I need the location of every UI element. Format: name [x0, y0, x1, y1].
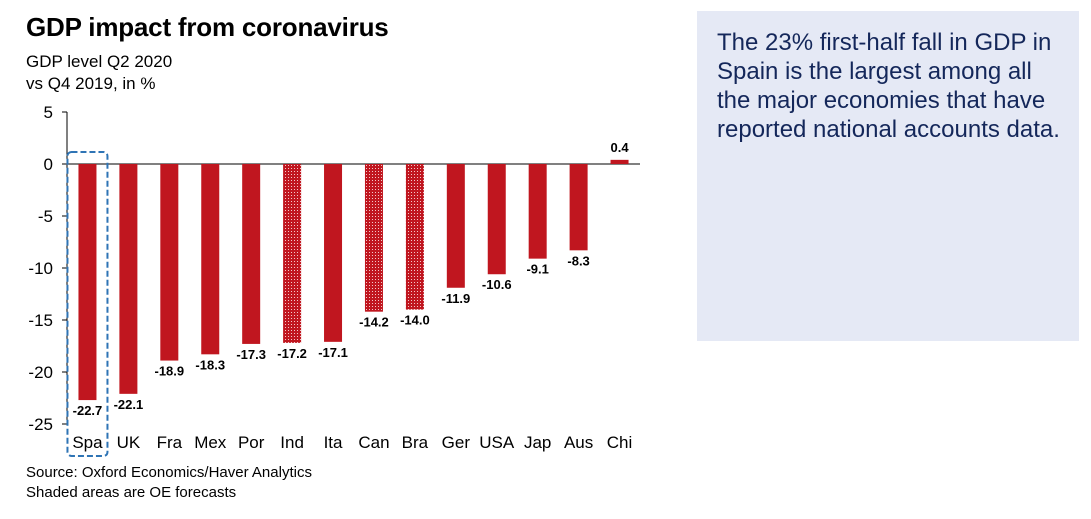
value-label-ind: -17.2 — [277, 346, 307, 361]
value-label-fra: -18.9 — [155, 364, 185, 379]
bar-chi — [610, 159, 629, 164]
bar-mex — [201, 164, 220, 355]
category-label-chi: Chi — [607, 433, 633, 452]
bar-spa — [78, 164, 97, 401]
callout-box: The 23% first-half fall in GDP in Spain … — [697, 11, 1079, 341]
y-tick-label: -15 — [28, 311, 53, 330]
category-label-fra: Fra — [157, 433, 183, 452]
bar-usa — [487, 164, 506, 275]
chart-footer: Source: Oxford Economics/Haver Analytics… — [26, 463, 312, 503]
category-label-usa: USA — [479, 433, 515, 452]
value-label-jap: -9.1 — [526, 262, 548, 277]
value-label-usa: -10.6 — [482, 277, 512, 292]
y-tick-label: 5 — [44, 103, 53, 122]
bar-chart: 5 0 -5 -10 -15 -20 -25 -22.7 -22.1 -18.9 -18.3 -17… — [28, 103, 640, 457]
value-label-por: -17.3 — [236, 347, 266, 362]
category-label-ger: Ger — [442, 433, 471, 452]
bar-ger — [446, 164, 465, 288]
category-label-jap: Jap — [524, 433, 551, 452]
callout-text: The 23% first-half fall in GDP in Spain … — [717, 29, 1060, 143]
bar-can — [364, 164, 383, 312]
category-label-bra: Bra — [402, 433, 429, 452]
y-tick-label: -20 — [28, 363, 53, 382]
value-label-ger: -11.9 — [441, 291, 470, 306]
bar-jap — [528, 164, 547, 259]
value-label-chi: 0.4 — [610, 140, 629, 155]
category-label-can: Can — [358, 433, 389, 452]
value-label-aus: -8.3 — [567, 253, 589, 268]
chart-subtitle: GDP level Q2 2020 vs Q4 2019, in % — [26, 52, 173, 93]
value-label-ita: -17.1 — [318, 345, 348, 360]
value-label-spa: -22.7 — [73, 403, 103, 418]
bar-ita — [324, 164, 343, 342]
y-tick-label: -25 — [28, 415, 53, 434]
y-tick-label: -5 — [38, 207, 53, 226]
y-tick-label: 0 — [44, 155, 53, 174]
source-note: Source: Oxford Economics/Haver Analytics — [26, 464, 312, 481]
bar-aus — [569, 164, 588, 251]
category-label-mex: Mex — [194, 433, 227, 452]
category-label-ita: Ita — [324, 433, 343, 452]
value-label-mex: -18.3 — [195, 357, 225, 372]
bar-ind — [283, 164, 302, 343]
chart-title: GDP impact from coronavirus — [26, 12, 389, 42]
category-label-uk: UK — [117, 433, 141, 452]
y-tick-label: -10 — [28, 259, 53, 278]
value-label-bra: -14.0 — [400, 313, 430, 328]
bar-por — [242, 164, 261, 344]
bar-uk — [119, 164, 138, 394]
category-label-spa: Spa — [72, 433, 103, 452]
bar-fra — [160, 164, 179, 361]
bar-bra — [405, 164, 424, 310]
category-label-ind: Ind — [280, 433, 304, 452]
value-label-can: -14.2 — [359, 315, 389, 330]
spain-highlight-box — [66, 151, 109, 457]
value-label-uk: -22.1 — [114, 397, 144, 412]
category-label-por: Por — [238, 433, 265, 452]
category-label-aus: Aus — [564, 433, 593, 452]
forecast-note: Shaded areas are OE forecasts — [26, 484, 237, 501]
